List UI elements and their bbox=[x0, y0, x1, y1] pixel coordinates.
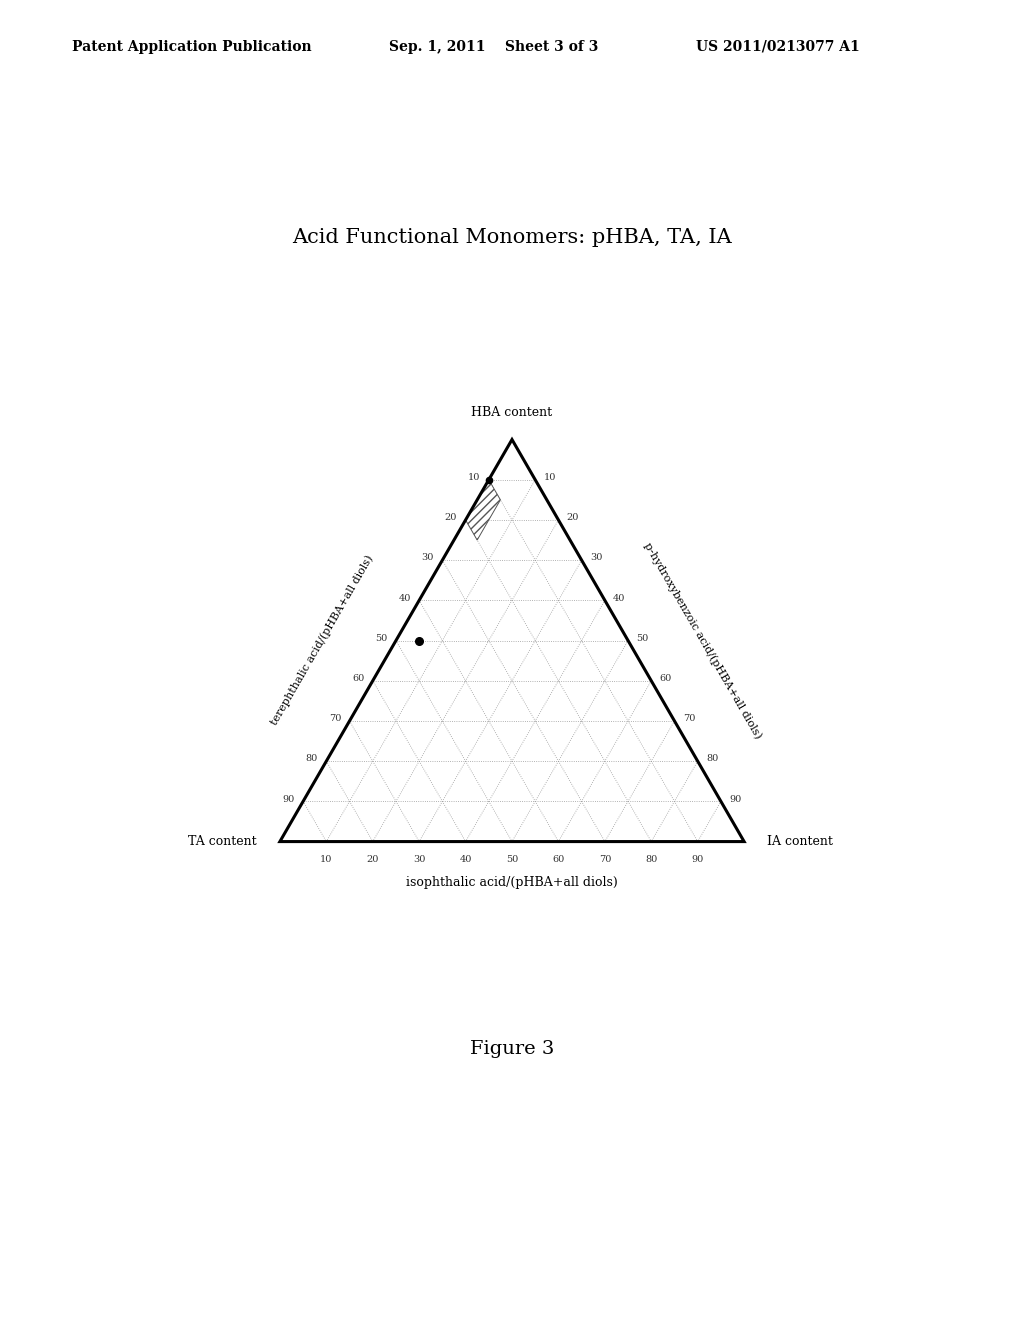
Text: 50: 50 bbox=[506, 855, 518, 865]
Text: 60: 60 bbox=[352, 675, 365, 682]
Text: 90: 90 bbox=[283, 795, 295, 804]
Text: isophthalic acid/(pHBA+all diols): isophthalic acid/(pHBA+all diols) bbox=[407, 876, 617, 890]
Text: Figure 3: Figure 3 bbox=[470, 1040, 554, 1059]
Text: 30: 30 bbox=[413, 855, 425, 865]
Text: 70: 70 bbox=[599, 855, 611, 865]
Text: 40: 40 bbox=[460, 855, 472, 865]
Text: 40: 40 bbox=[613, 594, 626, 602]
Text: 80: 80 bbox=[645, 855, 657, 865]
Text: US 2011/0213077 A1: US 2011/0213077 A1 bbox=[696, 40, 860, 54]
Text: 80: 80 bbox=[706, 754, 718, 763]
Text: IA content: IA content bbox=[767, 836, 834, 847]
Text: 10: 10 bbox=[468, 473, 480, 482]
Text: 20: 20 bbox=[444, 513, 458, 523]
Text: 60: 60 bbox=[659, 675, 672, 682]
Polygon shape bbox=[466, 479, 501, 540]
Text: 50: 50 bbox=[376, 634, 388, 643]
Text: 20: 20 bbox=[566, 513, 580, 523]
Text: 70: 70 bbox=[329, 714, 341, 723]
Text: 10: 10 bbox=[321, 855, 333, 865]
Text: 10: 10 bbox=[544, 473, 556, 482]
Text: HBA content: HBA content bbox=[471, 405, 553, 418]
Text: p-hydroxybenzoic acid/(pHBA+all diols): p-hydroxybenzoic acid/(pHBA+all diols) bbox=[642, 541, 763, 741]
Text: TA content: TA content bbox=[188, 836, 257, 847]
Text: 50: 50 bbox=[636, 634, 648, 643]
Text: Patent Application Publication: Patent Application Publication bbox=[72, 40, 311, 54]
Text: 90: 90 bbox=[729, 795, 741, 804]
Text: 30: 30 bbox=[422, 553, 434, 562]
Text: terephthalic acid/(pHBA+all diols): terephthalic acid/(pHBA+all diols) bbox=[268, 553, 375, 727]
Text: 30: 30 bbox=[590, 553, 602, 562]
Text: Sep. 1, 2011    Sheet 3 of 3: Sep. 1, 2011 Sheet 3 of 3 bbox=[389, 40, 598, 54]
Text: 80: 80 bbox=[306, 754, 318, 763]
Text: 20: 20 bbox=[367, 855, 379, 865]
Text: 60: 60 bbox=[552, 855, 564, 865]
Text: 90: 90 bbox=[691, 855, 703, 865]
Text: 40: 40 bbox=[398, 594, 411, 602]
Text: Acid Functional Monomers: pHBA, TA, IA: Acid Functional Monomers: pHBA, TA, IA bbox=[292, 228, 732, 247]
Text: 70: 70 bbox=[683, 714, 695, 723]
